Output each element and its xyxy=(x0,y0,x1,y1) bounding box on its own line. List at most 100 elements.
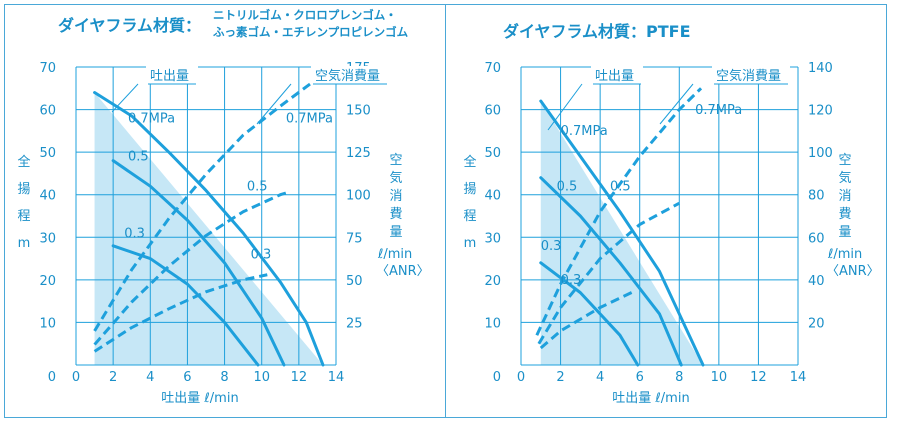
flow-legend-leader xyxy=(547,83,583,131)
flow-curve xyxy=(111,244,260,367)
y2-tick-label: 40 xyxy=(808,274,825,289)
flow-curve xyxy=(93,91,325,367)
x-tick-label: 12 xyxy=(291,370,308,385)
air-legend-bg xyxy=(712,66,790,84)
flow-curve-label: 0.3 xyxy=(124,226,145,241)
y2-axis-label-char: 気 xyxy=(389,170,402,186)
y2-tick-label: 20 xyxy=(808,316,825,331)
x-tick-label: 14 xyxy=(790,370,807,385)
chart-title-material-line: ニトリルゴム・クロロプレンゴム・ xyxy=(213,8,397,22)
x-tick-label: 12 xyxy=(750,370,767,385)
y2-axis-unit: ℓ/min xyxy=(827,247,862,262)
air-legend-label: 空気消費量 xyxy=(315,68,380,84)
x-tick-label: 14 xyxy=(328,370,345,385)
y2-axis-label-char: 消 xyxy=(389,189,402,204)
y2-axis-label-char: 費 xyxy=(838,207,851,222)
flow-curve xyxy=(539,261,640,367)
x-tick-label: 10 xyxy=(711,370,728,385)
air-curve-label: 0.3 xyxy=(561,273,582,288)
y2-tick-label: 80 xyxy=(808,189,825,204)
chart-panel-left: 0 2 4 6 8 10 12 14 10 20 30 40 50 60 70 0 25 50 75 100 125 15… xyxy=(17,8,429,406)
y2-axis-label-char: 量 xyxy=(838,225,851,240)
x-tick-label: 8 xyxy=(675,370,683,385)
y-axis-label-char: 全 xyxy=(463,154,476,170)
y2-axis-unit: ℓ/min xyxy=(377,247,412,262)
flow-legend-label: 吐出量 xyxy=(595,69,634,84)
flow-legend-leader xyxy=(111,83,139,113)
x-tick-label: 0 xyxy=(517,370,525,385)
x-tick-label: 8 xyxy=(220,370,228,385)
y2-axis-label-char: 消 xyxy=(838,189,851,204)
y2-axis-label-char: 空 xyxy=(389,153,402,168)
flow-curve-label: 0.7MPa xyxy=(561,124,608,139)
chart-title: ダイヤフラム材質： xyxy=(58,16,201,35)
y2-tick-label: 120 xyxy=(808,104,833,119)
air-legend-bg xyxy=(311,66,389,84)
flow-curve-label: 0.5 xyxy=(557,179,578,194)
operating-region xyxy=(94,92,323,366)
y-tick-label: 20 xyxy=(39,274,56,289)
y2-tick-label: 150 xyxy=(346,104,371,119)
y-axis-label-char: 揚 xyxy=(463,181,476,197)
y2-tick-label: 100 xyxy=(808,146,833,161)
flow-legend-bg xyxy=(591,66,643,84)
chart-title: ダイヤフラム材質：PTFE xyxy=(503,22,691,41)
x-tick-label: 4 xyxy=(596,370,604,385)
air-consumption-curve xyxy=(93,273,268,353)
y-axis-label-char: 揚 xyxy=(17,181,30,197)
y2-axis-label-char: 費 xyxy=(389,207,402,222)
y-tick-label: 30 xyxy=(484,231,501,246)
air-curve-label: 0.7MPa xyxy=(695,103,742,118)
y-tick-label: 40 xyxy=(39,189,56,204)
x-tick-label: 4 xyxy=(146,370,154,385)
air-consumption-curve xyxy=(539,289,637,350)
flow-legend-label: 吐出量 xyxy=(150,69,189,84)
flow-curve xyxy=(539,99,705,367)
y-tick-label: 10 xyxy=(39,316,56,331)
y2-tick-label: 75 xyxy=(346,231,363,246)
y-tick-label: 30 xyxy=(39,231,56,246)
y-tick-label: 60 xyxy=(484,104,501,119)
air-consumption-curve xyxy=(93,191,287,346)
y-axis-label-char: m xyxy=(464,236,477,251)
y-axis-label-char: 程 xyxy=(17,209,30,224)
y2-tick-label: 50 xyxy=(346,274,363,289)
x-tick-label: 6 xyxy=(183,370,191,385)
y-tick-label: 50 xyxy=(484,146,501,161)
chart-title-material-line: ふっ素ゴム・エチレンプロピレンゴム xyxy=(213,25,409,39)
y2-axis-label-char: 気 xyxy=(838,170,851,186)
operating-region xyxy=(540,101,704,366)
y2-tick-label: 125 xyxy=(346,146,371,161)
flow-curve xyxy=(539,176,683,367)
y2-axis-unit-anr: 〈ANR〉 xyxy=(376,264,430,279)
y-tick-label-zero: 0 xyxy=(493,370,501,385)
flow-legend-bg xyxy=(146,66,198,84)
air-curve-label: 0.5 xyxy=(247,179,268,194)
y2-tick-label: 60 xyxy=(808,231,825,246)
air-curve-label: 0.3 xyxy=(251,248,272,263)
x-tick-label: 6 xyxy=(636,370,644,385)
flow-curve-label: 0.3 xyxy=(541,239,562,254)
air-consumption-curve xyxy=(93,82,311,332)
chart-panel-right: 0 2 4 6 8 10 12 14 10 20 30 40 50 60 70 0 20 40 60 80 100 120… xyxy=(463,22,879,406)
x-axis-label: 吐出量 ℓ/min xyxy=(612,391,689,406)
y2-tick-label: 25 xyxy=(346,316,363,331)
flow-curve xyxy=(111,159,286,367)
air-consumption-curve xyxy=(535,87,703,336)
y2-tick-label: 140 xyxy=(808,61,833,76)
y-axis-label-char: m xyxy=(18,236,31,251)
x-tick-label: 10 xyxy=(253,370,270,385)
y-tick-label-zero: 0 xyxy=(48,370,56,385)
y2-axis-label-char: 量 xyxy=(389,225,402,240)
x-tick-label: 0 xyxy=(72,370,80,385)
air-legend-leader xyxy=(659,83,694,125)
air-curve-label: 0.7MPa xyxy=(286,111,333,126)
x-axis-label: 吐出量 ℓ/min xyxy=(161,391,238,406)
air-legend-leader xyxy=(256,83,292,125)
y-tick-label: 70 xyxy=(484,61,501,76)
air-legend-label: 空気消費量 xyxy=(716,68,781,84)
flow-curve-label: 0.7MPa xyxy=(128,111,175,126)
air-consumption-curve xyxy=(537,201,680,345)
y-tick-label: 60 xyxy=(39,104,56,119)
